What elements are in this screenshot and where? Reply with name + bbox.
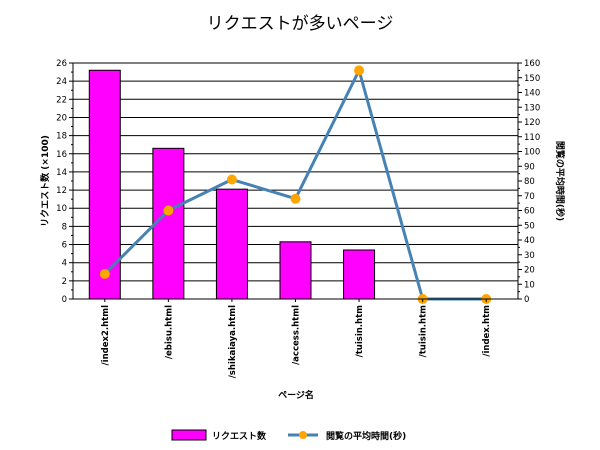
y-right-tick-label: 150: [524, 74, 540, 84]
y-right-tick-label: 40: [524, 236, 535, 246]
legend-bar-swatch: [171, 429, 207, 441]
line-point: [226, 174, 237, 185]
y-right-tick-label: 140: [524, 89, 540, 99]
axes: 0246810121416182022242601020304050607080…: [56, 59, 540, 378]
line-point: [163, 205, 174, 216]
x-tick-label: /tuisin.htm: [355, 305, 365, 358]
bar: [152, 147, 185, 300]
legend-line-label: 閲覧の平均時間(秒): [326, 430, 406, 442]
y-right-tick-label: 120: [524, 118, 540, 128]
x-tick-label: /access.html: [292, 305, 302, 365]
bar: [215, 188, 248, 300]
y-right-tick-label: 110: [524, 133, 540, 143]
y-left-tick-label: 18: [56, 132, 67, 142]
line-point: [354, 65, 365, 76]
y-right-tick-label: 0: [524, 295, 529, 305]
y-left-tick-label: 14: [56, 168, 67, 178]
x-tick-label: /index2.html: [101, 305, 111, 366]
y-right-tick-label: 80: [524, 177, 535, 187]
y-right-tick-label: 160: [524, 59, 540, 69]
y-left-tick-label: 8: [62, 222, 67, 232]
legend-line-marker: [299, 431, 307, 439]
line-point: [290, 193, 301, 204]
x-tick-label: /tuisin.htm: [419, 305, 429, 358]
y-right-tick-label: 20: [524, 266, 535, 276]
y-axis-right-label: 閲覧の平均時間(秒): [554, 141, 566, 221]
y-right-tick-label: 130: [524, 103, 540, 113]
bar: [279, 241, 312, 300]
y-left-tick-label: 6: [62, 241, 67, 251]
x-tick-label: /ebisu.html: [164, 305, 174, 359]
y-right-tick-label: 10: [524, 280, 535, 290]
y-left-tick-label: 26: [56, 59, 67, 69]
y-right-tick-label: 70: [524, 192, 535, 202]
grid: [73, 62, 518, 300]
x-tick-label: /index.htm: [482, 305, 492, 357]
y-right-tick-label: 90: [524, 162, 535, 172]
y-left-tick-label: 24: [56, 77, 67, 87]
y-left-tick-label: 2: [62, 277, 67, 287]
y-right-tick-label: 30: [524, 251, 535, 261]
legend-bar-label: リクエスト数: [212, 430, 267, 442]
x-tick-label: /shikaiaya.html: [228, 305, 238, 378]
y-right-tick-label: 100: [524, 148, 540, 158]
y-axis-left-label: リクエスト数 (×100): [39, 135, 51, 227]
chart-title: リクエストが多いページ: [207, 14, 394, 34]
legend: リクエスト数 閲覧の平均時間(秒): [171, 429, 406, 442]
line-point: [99, 268, 110, 279]
y-left-tick-label: 0: [62, 295, 67, 305]
y-right-tick-label: 60: [524, 207, 535, 217]
y-left-tick-label: 16: [56, 150, 67, 160]
bar-series: [88, 69, 376, 300]
y-left-tick-label: 12: [56, 186, 67, 196]
y-right-tick-label: 50: [524, 221, 535, 231]
x-axis-label: ページ名: [278, 389, 314, 401]
y-left-tick-label: 22: [56, 95, 67, 105]
y-left-tick-label: 20: [56, 113, 67, 123]
y-left-tick-label: 10: [56, 204, 67, 214]
y-left-tick-label: 4: [62, 259, 67, 269]
bar: [88, 69, 121, 300]
bar: [343, 249, 376, 300]
